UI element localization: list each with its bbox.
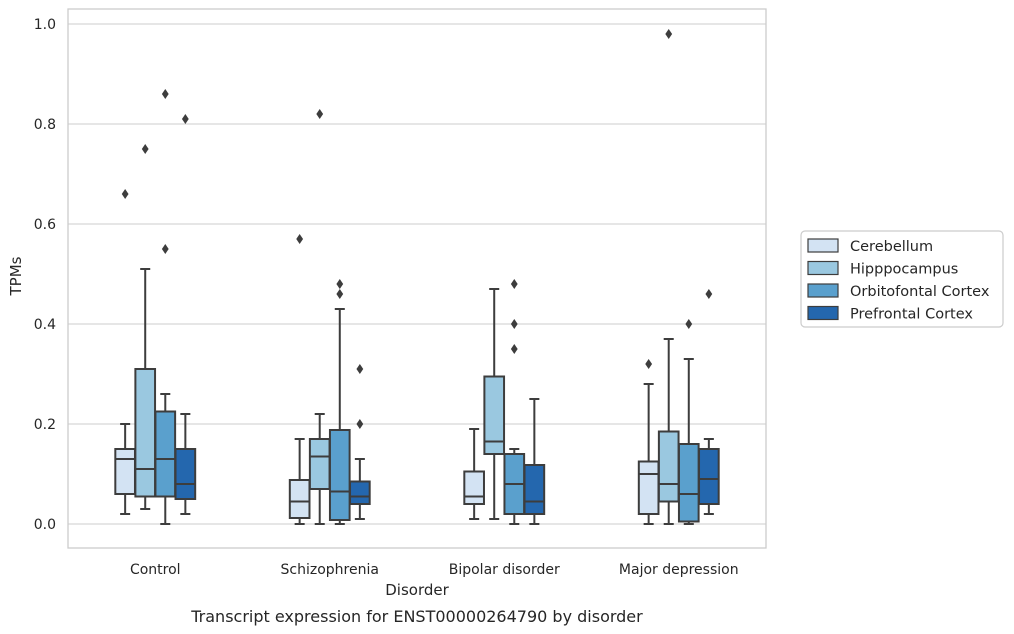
x-tick-label: Schizophrenia xyxy=(281,562,379,578)
outlier-point xyxy=(121,189,129,199)
outlier-point xyxy=(161,244,169,254)
outlier-point xyxy=(141,144,149,154)
box-prefrontal-cortex-control xyxy=(174,114,197,515)
box-cerebellum-bipolar-disorder xyxy=(463,428,485,520)
y-tick-label: 0.6 xyxy=(34,217,56,233)
legend-swatch xyxy=(807,283,839,298)
box-cerebellum-major-depression xyxy=(637,359,660,525)
box-body xyxy=(637,460,660,515)
box-body xyxy=(657,430,680,503)
box-hipppocampus-major-depression xyxy=(657,29,680,525)
box-prefrontal-cortex-schizophrenia xyxy=(349,364,371,520)
outlier-point xyxy=(161,89,169,99)
box-body xyxy=(677,443,700,523)
box-body xyxy=(463,470,485,505)
outlier-point xyxy=(181,114,189,124)
legend-swatch xyxy=(807,238,839,253)
legend-label: Hipppocampus xyxy=(850,262,958,278)
box-body xyxy=(349,480,371,505)
outlier-point xyxy=(510,279,518,289)
outlier-point xyxy=(510,344,518,354)
x-axis-label: Disorder xyxy=(385,581,449,599)
legend-label: Orbitofontal Cortex xyxy=(850,284,990,300)
outlier-point xyxy=(705,289,713,299)
x-axis-ticks: Control Schizophrenia Bipolar disorder Majo… xyxy=(130,562,739,578)
box-orbitofontal-cortex-bipolar-disorder xyxy=(503,279,526,525)
outlier-point xyxy=(356,419,364,429)
box-cerebellum-control xyxy=(114,189,136,515)
y-tick-label: 1.0 xyxy=(34,17,56,33)
box-prefrontal-cortex-bipolar-disorder xyxy=(523,398,546,525)
box-hipppocampus-control xyxy=(134,144,157,510)
outlier-point xyxy=(645,359,653,369)
x-tick-label: Control xyxy=(130,562,181,578)
y-tick-label: 0.2 xyxy=(34,417,56,433)
box-body xyxy=(154,410,177,498)
outlier-point xyxy=(356,364,364,374)
box-orbitofontal-cortex-control xyxy=(154,89,177,525)
outlier-point xyxy=(665,29,673,39)
box-body xyxy=(483,375,506,455)
legend-swatch xyxy=(807,305,839,321)
box-hipppocampus-bipolar-disorder xyxy=(483,288,506,520)
box-body xyxy=(134,368,157,498)
box-body xyxy=(174,448,197,500)
y-axis-ticks: 0.0 0.2 0.4 0.6 0.8 1.0 xyxy=(34,17,56,533)
box-body xyxy=(328,429,351,521)
plot-frame xyxy=(67,8,767,549)
chart-caption: Transcript expression for ENST0000026479… xyxy=(190,607,643,626)
legend-label: Prefrontal Cortex xyxy=(850,307,973,323)
box-prefrontal-cortex-major-depression xyxy=(698,289,720,515)
outlier-point xyxy=(316,109,324,119)
outlier-point xyxy=(336,279,344,289)
x-tick-label: Major depression xyxy=(619,562,739,578)
box-body xyxy=(308,438,331,490)
outlier-point xyxy=(296,234,304,244)
outlier-point xyxy=(336,289,344,299)
legend: Cerebellum Hipppocampus Orbitofontal Corte… xyxy=(800,230,1004,328)
outlier-point xyxy=(510,319,518,329)
y-tick-label: 0.4 xyxy=(34,317,56,333)
legend-frame xyxy=(800,230,1004,328)
box-orbitofontal-cortex-major-depression xyxy=(677,319,700,525)
y-tick-label: 0.0 xyxy=(34,517,56,533)
x-tick-label: Bipolar disorder xyxy=(449,562,560,578)
box-body xyxy=(523,464,546,515)
y-tick-label: 0.8 xyxy=(34,117,56,133)
box-hipppocampus-schizophrenia xyxy=(308,109,331,525)
outlier-point xyxy=(685,319,693,329)
box-body xyxy=(288,479,311,519)
box-body xyxy=(698,448,720,505)
box-orbitofontal-cortex-schizophrenia xyxy=(328,279,351,525)
y-axis-label: TPMs xyxy=(7,256,25,296)
legend-swatch xyxy=(807,260,839,276)
box-body xyxy=(114,448,136,495)
legend-label: Cerebellum xyxy=(850,239,933,255)
plot-area xyxy=(114,29,720,525)
box-cerebellum-schizophrenia xyxy=(288,234,311,525)
